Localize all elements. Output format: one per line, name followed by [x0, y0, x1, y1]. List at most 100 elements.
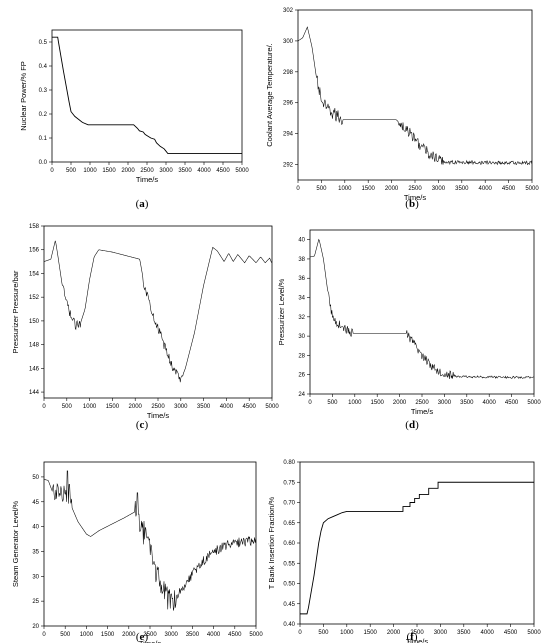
x-tick-label: 3500: [197, 404, 211, 410]
x-tick-label: 3000: [432, 186, 446, 192]
panel-caption: (d): [405, 419, 419, 431]
chart-panel-b: 0 500 1000 1500 2000 2500 3000 3500 4000 4500 5000…: [265, 8, 539, 210]
plot-frame: [299, 461, 535, 625]
x-tick-label: 4500: [216, 168, 230, 174]
x-tick-label: 0: [42, 404, 46, 410]
y-tick-label: 298: [283, 70, 294, 76]
x-tick-label: 5000: [527, 400, 541, 406]
x-tick-label: 1000: [340, 630, 354, 636]
x-tick-label: 5000: [235, 168, 249, 174]
x-tick-label: 4000: [207, 632, 221, 638]
x-tick-label: 4500: [505, 400, 519, 406]
series-line: [310, 238, 534, 379]
x-tick-label: 3500: [455, 186, 469, 192]
y-tick-label: 40: [32, 525, 39, 531]
x-tick-label: 0: [296, 186, 300, 192]
y-tick-label: 36: [298, 276, 305, 282]
y-axis-label: Pressurizer Pressure/bar: [11, 270, 20, 353]
y-tick-label: 148: [29, 343, 40, 349]
x-tick-label: 500: [327, 400, 338, 406]
x-tick-label: 0: [42, 632, 46, 638]
y-axis-label: Pressurizer Level/%: [277, 278, 286, 345]
x-tick-label: 1000: [80, 632, 94, 638]
x-tick-label: 2000: [121, 168, 135, 174]
x-tick-label: 2000: [385, 186, 399, 192]
x-tick-label: 500: [318, 630, 329, 636]
panel-caption: (a): [136, 198, 149, 210]
y-tick-label: 24: [298, 392, 305, 398]
y-axis-label: Coolant Average Temperature/.: [265, 43, 274, 147]
x-axis-label: Time/s: [406, 637, 428, 643]
y-tick-label: 0.60: [283, 541, 295, 547]
y-tick-label: 158: [29, 224, 40, 230]
x-tick-label: 2500: [408, 186, 422, 192]
y-tick-label: 0.5: [39, 40, 48, 46]
x-tick-label: 1000: [83, 404, 97, 410]
y-tick-label: 25: [32, 599, 39, 605]
x-tick-label: 4500: [228, 632, 242, 638]
x-tick-label: 3000: [165, 632, 179, 638]
y-tick-label: 294: [283, 132, 294, 138]
x-tick-label: 500: [62, 404, 73, 410]
y-tick-label: 292: [283, 163, 294, 169]
x-tick-label: 500: [66, 168, 77, 174]
x-tick-label: 0: [308, 400, 312, 406]
y-tick-label: 0.65: [283, 521, 295, 527]
y-tick-label: 302: [283, 8, 294, 14]
x-tick-label: 3500: [460, 400, 474, 406]
x-tick-label: 1500: [101, 632, 115, 638]
x-axis-label: Time/s: [139, 639, 161, 643]
x-tick-label: 2000: [129, 404, 143, 410]
x-tick-label: 2000: [122, 632, 136, 638]
x-tick-label: 4000: [481, 630, 495, 636]
y-axis-label: Nuclear Power/% FP: [19, 61, 28, 131]
y-tick-label: 0.3: [39, 88, 48, 94]
x-tick-label: 4000: [220, 404, 234, 410]
chart-panel-f: 0 500 1000 1500 2000 2500 3000 3500 4000 4500 5000…: [267, 460, 541, 643]
y-tick-label: 300: [283, 39, 294, 45]
y-tick-label: 50: [32, 475, 39, 481]
x-tick-label: 4000: [479, 186, 493, 192]
y-tick-label: 156: [29, 248, 40, 254]
x-tick-label: 3000: [159, 168, 173, 174]
x-axis-label: Time/s: [404, 193, 426, 202]
x-tick-label: 4500: [502, 186, 516, 192]
x-tick-label: 1000: [83, 168, 97, 174]
series-line: [52, 36, 242, 155]
x-tick-label: 4000: [197, 168, 211, 174]
x-tick-label: 3000: [438, 400, 452, 406]
x-tick-label: 5000: [265, 404, 279, 410]
y-tick-label: 152: [29, 295, 40, 301]
y-tick-label: 146: [29, 366, 40, 372]
y-tick-label: 32: [298, 315, 305, 321]
y-tick-label: 0.0: [39, 160, 48, 166]
x-tick-label: 0: [50, 168, 54, 174]
series-line: [298, 26, 532, 166]
y-tick-label: 0.2: [39, 112, 48, 118]
x-tick-label: 1500: [106, 404, 120, 410]
x-tick-label: 1500: [362, 186, 376, 192]
x-tick-label: 2500: [140, 168, 154, 174]
x-tick-label: 500: [60, 632, 71, 638]
x-tick-label: 1500: [102, 168, 116, 174]
series-line: [44, 470, 256, 611]
y-tick-label: 35: [32, 549, 39, 555]
y-tick-label: 150: [29, 319, 40, 325]
y-tick-label: 0.4: [39, 64, 48, 70]
x-tick-label: 3000: [434, 630, 448, 636]
x-tick-label: 4000: [483, 400, 497, 406]
x-tick-label: 3500: [178, 168, 192, 174]
x-tick-label: 2500: [151, 404, 165, 410]
y-tick-label: 0.70: [283, 501, 295, 507]
chart-panel-e: 0 500 1000 1500 2000 2500 3000 3500 4000 4500 5000…: [11, 461, 263, 643]
x-tick-label: 1500: [364, 630, 378, 636]
y-tick-label: 30: [32, 574, 39, 580]
x-tick-label: 2500: [143, 632, 157, 638]
y-tick-label: 0.50: [283, 582, 295, 588]
y-tick-label: 40: [298, 238, 305, 244]
y-tick-label: 296: [283, 101, 294, 107]
x-tick-label: 3500: [186, 632, 200, 638]
y-tick-label: 0.1: [39, 136, 48, 142]
x-tick-label: 2000: [393, 400, 407, 406]
